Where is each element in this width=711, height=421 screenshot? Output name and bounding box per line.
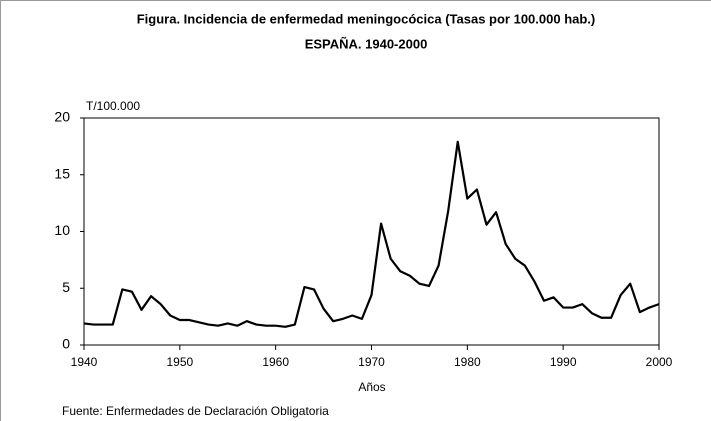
plot-area (83, 117, 660, 346)
x-tick-label: 2000 (646, 355, 673, 369)
chart-subtitle: ESPAÑA. 1940-2000 (305, 36, 428, 51)
y-tick-label: 5 (62, 279, 70, 295)
x-tick-label: 1970 (358, 355, 385, 369)
x-tick-label: 1940 (71, 355, 98, 369)
y-tick-label: 15 (54, 165, 70, 181)
y-tick-label: 20 (54, 109, 70, 125)
line (83, 140, 660, 328)
x-tick-label: 1990 (550, 355, 577, 369)
chart-title: Figura. Incidencia de enfermedad meningo… (137, 11, 596, 26)
x-tick-label: 1950 (166, 355, 193, 369)
y-axis-label: T/100.000 (86, 99, 140, 113)
x-tick-label: 1980 (454, 355, 481, 369)
x-axis-label: Años (358, 380, 385, 394)
source: Fuente: Enfermedades de Declaración Obli… (62, 404, 329, 418)
x-tick-label: 1960 (262, 355, 289, 369)
y-tick-label: 0 (62, 336, 70, 352)
y-tick-label: 10 (54, 222, 70, 238)
